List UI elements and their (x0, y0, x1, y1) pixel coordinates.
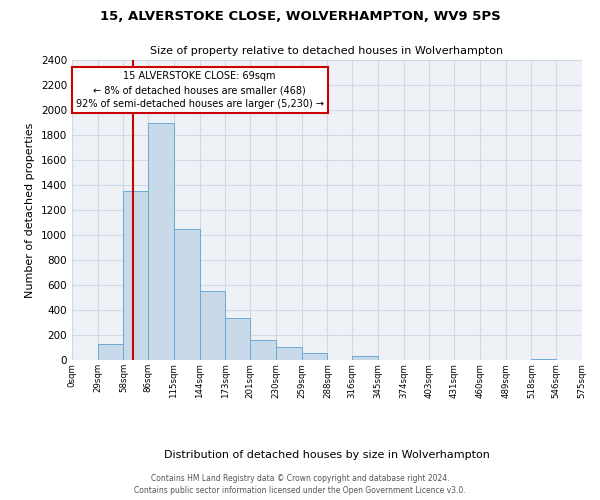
Bar (352, 356, 378, 360)
Bar (226, 318, 250, 360)
Bar (276, 347, 302, 360)
X-axis label: Distribution of detached houses by size in Wolverhampton: Distribution of detached houses by size … (164, 450, 490, 460)
Bar (250, 340, 276, 360)
Bar (302, 352, 328, 360)
Text: Contains HM Land Registry data © Crown copyright and database right 2024.
Contai: Contains HM Land Registry data © Crown c… (134, 474, 466, 495)
Bar (98, 344, 124, 360)
Bar (200, 291, 226, 360)
Bar (532, 359, 556, 360)
Bar (148, 122, 174, 360)
Bar (124, 191, 148, 360)
Bar (174, 229, 200, 360)
Text: 15, ALVERSTOKE CLOSE, WOLVERHAMPTON, WV9 5PS: 15, ALVERSTOKE CLOSE, WOLVERHAMPTON, WV9… (100, 10, 500, 23)
Y-axis label: Number of detached properties: Number of detached properties (25, 122, 35, 298)
Text: 15 ALVERSTOKE CLOSE: 69sqm
← 8% of detached houses are smaller (468)
92% of semi: 15 ALVERSTOKE CLOSE: 69sqm ← 8% of detac… (76, 71, 324, 110)
Title: Size of property relative to detached houses in Wolverhampton: Size of property relative to detached ho… (151, 46, 503, 56)
